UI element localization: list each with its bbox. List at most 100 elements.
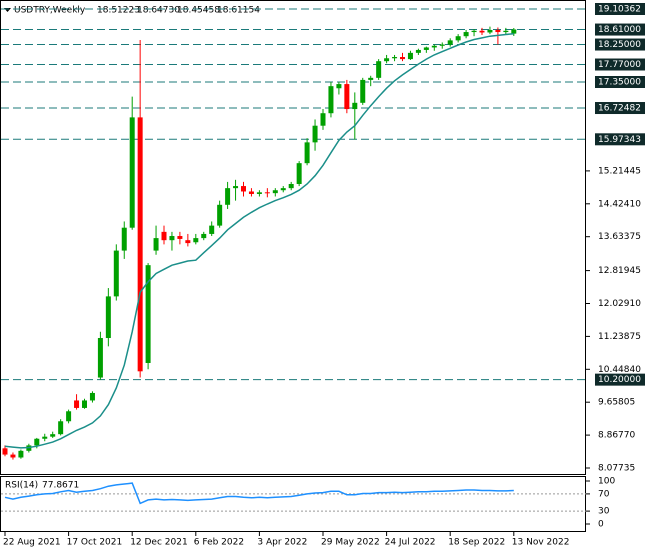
rsi-tick-label: 100 (598, 477, 615, 487)
level-box (595, 38, 645, 51)
rsi-value: 77.8671 (42, 481, 79, 491)
candle-body (304, 142, 310, 164)
candle-body (272, 190, 278, 194)
candle-body (264, 192, 270, 194)
y-tick-label: 12.02910 (598, 299, 641, 309)
candle-body (18, 450, 24, 458)
last-open: 18.51223 (97, 6, 140, 16)
candle-body (280, 188, 286, 191)
candle-body (82, 400, 87, 408)
candle-body (423, 47, 429, 50)
candle-body (503, 30, 509, 33)
candle-body (376, 61, 382, 78)
candle-body (312, 125, 318, 143)
candle-body (328, 86, 334, 114)
candle-body (10, 454, 16, 458)
x-tick-label: 13 Nov 2022 (512, 538, 570, 548)
candle-body (217, 204, 223, 226)
y-tick-label: 13.63375 (598, 232, 641, 242)
candle-body (74, 400, 80, 408)
candle-body (225, 188, 231, 205)
candle-body (58, 421, 64, 435)
candle-body (145, 265, 151, 363)
level-label: 15.97343 (598, 135, 641, 145)
rsi-tick-label: 30 (598, 507, 610, 517)
candle-body (352, 102, 358, 110)
x-tick-label: 3 Apr 2022 (257, 538, 307, 548)
candle-body (463, 32, 469, 37)
level-box (595, 75, 645, 88)
x-tick-label: 22 Aug 2021 (3, 538, 61, 548)
y-tick-label: 12.81945 (598, 266, 641, 276)
candle-body (407, 52, 413, 60)
x-tick-label: 24 Jul 2022 (385, 538, 436, 548)
candle-body (209, 225, 215, 234)
y-tick-label: 14.42410 (598, 199, 641, 209)
last-low: 18.45458 (177, 6, 220, 16)
level-box (595, 23, 645, 36)
last-high: 18.64730 (137, 6, 180, 16)
level-box (595, 133, 645, 146)
y-tick-label: 9.65805 (598, 398, 635, 408)
level-label: 18.25000 (598, 40, 641, 50)
candle-body (89, 392, 95, 401)
candle-body (415, 49, 421, 53)
candle-body (66, 411, 72, 422)
candle-body (193, 238, 199, 243)
candle-body (97, 338, 103, 378)
candle-body (177, 236, 183, 239)
x-tick-label: 18 Sep 2022 (448, 538, 505, 548)
y-tick-label: 15.21445 (598, 166, 641, 176)
candle-body (384, 58, 390, 62)
candle-body (495, 29, 501, 33)
candle-body (400, 57, 405, 60)
candle-body (248, 191, 254, 194)
candle-body (129, 117, 135, 228)
candle-body (161, 231, 167, 241)
level-box (595, 58, 645, 71)
rsi-tick-label: 70 (598, 489, 610, 499)
x-tick-label: 6 Feb 2022 (194, 538, 244, 548)
candle-body (439, 44, 445, 46)
candle-body (336, 84, 342, 89)
candle-body (42, 436, 48, 439)
candle-body (479, 30, 485, 33)
level-label: 17.77000 (598, 60, 641, 70)
candle-body (50, 434, 56, 437)
candle-body (233, 186, 239, 189)
candle-body (288, 183, 294, 189)
candle-body (344, 84, 350, 110)
x-tick-label: 29 May 2022 (321, 538, 380, 548)
level-label: 18.61000 (598, 25, 641, 35)
level-box (595, 3, 645, 15)
level-label: 17.35000 (598, 77, 641, 87)
candle-body (360, 79, 366, 103)
candle-body (185, 240, 191, 244)
candle-body (137, 117, 143, 372)
rsi-line (4, 482, 514, 505)
y-tick-label: 8.86770 (598, 431, 635, 441)
candle-body (368, 77, 374, 80)
last-close: 18.61154 (217, 6, 260, 16)
level-label: 16.72482 (598, 104, 641, 114)
candle-body (201, 233, 207, 239)
main-panel (0, 0, 586, 475)
candle-body (121, 227, 127, 251)
candle-body (105, 296, 111, 339)
rsi-tick-label: 0 (598, 520, 604, 530)
candle-body (2, 448, 8, 455)
candle-body (447, 40, 453, 45)
moving-average (4, 32, 514, 449)
rsi-panel (0, 476, 586, 532)
candle-body (256, 192, 262, 194)
symbol: USDTRY,Weekly (14, 6, 86, 16)
x-tick-label: 17 Oct 2021 (67, 538, 123, 548)
y-tick-label: 11.23875 (598, 332, 641, 342)
candle-body (169, 236, 175, 241)
candle-body (34, 438, 40, 446)
level-label: 19.10362 (598, 5, 641, 15)
candle-body (455, 36, 461, 41)
level-box (595, 102, 645, 115)
